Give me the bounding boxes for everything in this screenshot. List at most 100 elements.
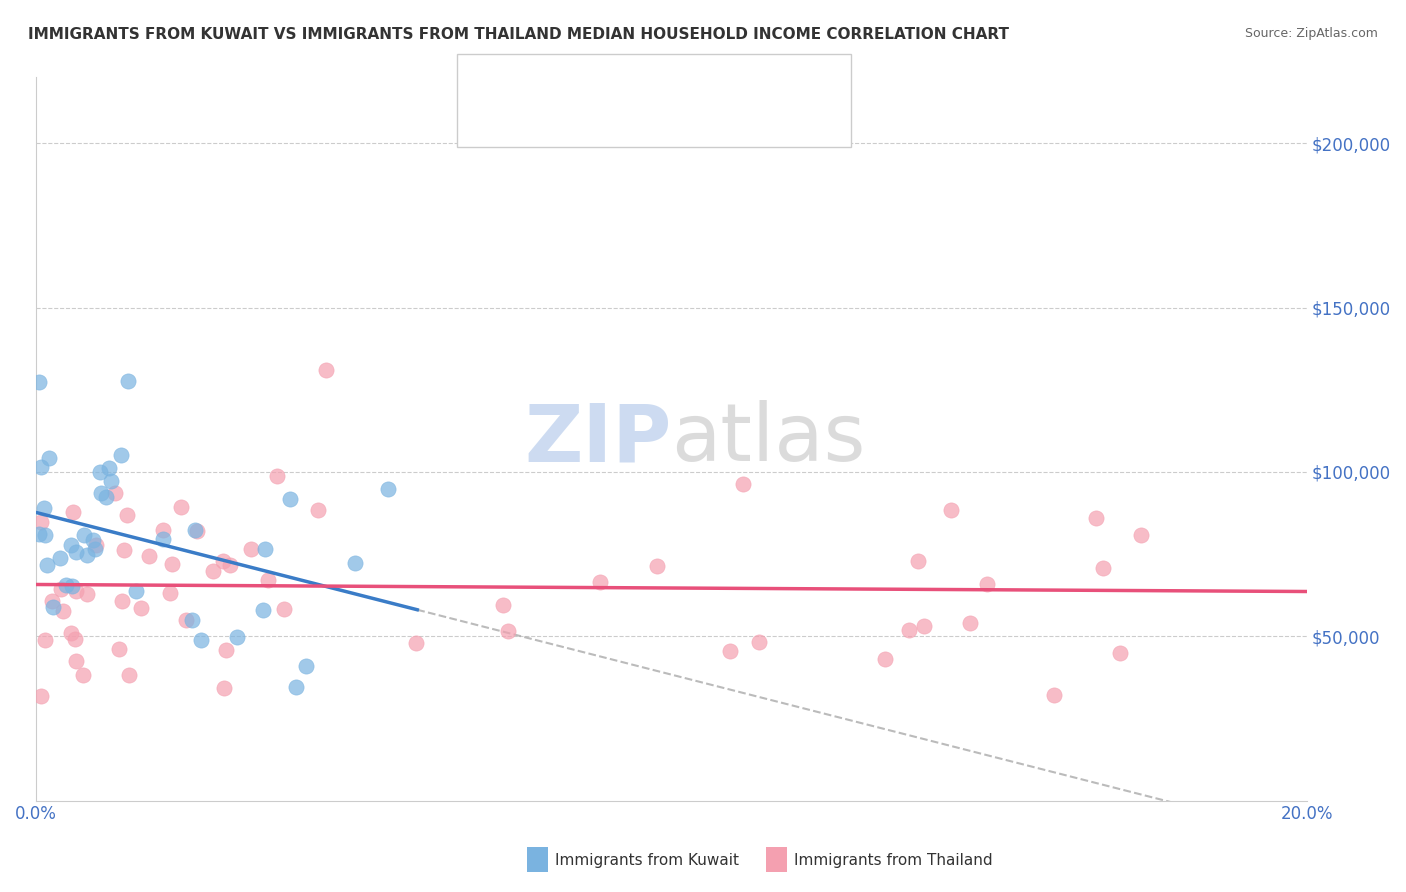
- Point: [1109, 647, 1132, 661]
- Point: [180, 613, 202, 627]
- Point: [159, 586, 181, 600]
- Point: [49, 582, 72, 597]
- Point: [190, 632, 212, 647]
- Point: [215, 643, 238, 657]
- Point: [59, 626, 82, 640]
- Point: [60, 538, 83, 552]
- Point: [97, 460, 120, 475]
- Point: [129, 601, 152, 615]
- Point: [72, 668, 94, 682]
- Point: [976, 577, 998, 591]
- Point: [103, 485, 125, 500]
- Point: [86, 539, 108, 553]
- Point: [90, 486, 112, 500]
- Point: [1130, 527, 1153, 541]
- Point: [1092, 561, 1115, 575]
- Point: [117, 374, 139, 388]
- Point: [83, 541, 105, 556]
- Point: [186, 524, 208, 538]
- Point: [1042, 688, 1064, 702]
- Point: [89, 465, 111, 479]
- Text: R = -0.292   N = 59: R = -0.292 N = 59: [505, 98, 655, 112]
- Point: [280, 491, 302, 506]
- Point: [733, 477, 755, 491]
- Point: [115, 508, 138, 523]
- Point: [875, 652, 897, 666]
- Point: [108, 642, 131, 657]
- Point: [174, 613, 197, 627]
- Text: Source: ZipAtlas.com: Source: ZipAtlas.com: [1244, 27, 1378, 40]
- Point: [907, 554, 929, 568]
- Point: [492, 598, 515, 612]
- Point: [152, 532, 174, 546]
- Point: [496, 624, 519, 638]
- Point: [138, 549, 160, 563]
- Text: R = -0.367   N = 37: R = -0.367 N = 37: [505, 62, 655, 77]
- Point: [226, 631, 249, 645]
- Text: IMMIGRANTS FROM KUWAIT VS IMMIGRANTS FROM THAILAND MEDIAN HOUSEHOLD INCOME CORRE: IMMIGRANTS FROM KUWAIT VS IMMIGRANTS FRO…: [28, 27, 1010, 42]
- Point: [37, 558, 59, 572]
- Point: [55, 578, 77, 592]
- Point: [257, 573, 280, 587]
- Point: [169, 500, 191, 515]
- Point: [377, 482, 399, 496]
- Point: [219, 558, 242, 573]
- Point: [405, 636, 427, 650]
- Point: [295, 658, 318, 673]
- Point: [344, 556, 367, 570]
- Point: [212, 554, 235, 568]
- Point: [96, 491, 118, 505]
- Point: [273, 602, 295, 616]
- Point: [162, 557, 184, 571]
- Point: [941, 503, 963, 517]
- Point: [76, 587, 98, 601]
- Point: [252, 603, 274, 617]
- Point: [62, 505, 84, 519]
- Text: Immigrants from Kuwait: Immigrants from Kuwait: [555, 854, 740, 868]
- Point: [65, 584, 87, 599]
- Point: [588, 574, 610, 589]
- Point: [125, 584, 148, 599]
- Point: [748, 635, 770, 649]
- Point: [28, 527, 51, 541]
- Point: [1085, 511, 1108, 525]
- Point: [38, 450, 60, 465]
- Point: [201, 565, 224, 579]
- Point: [897, 623, 920, 637]
- Point: [959, 616, 981, 631]
- Text: ZIP: ZIP: [524, 400, 672, 478]
- Point: [30, 689, 52, 703]
- Point: [212, 681, 235, 696]
- Text: Immigrants from Thailand: Immigrants from Thailand: [794, 854, 993, 868]
- Point: [41, 593, 63, 607]
- Point: [32, 501, 55, 516]
- Point: [63, 632, 86, 647]
- Point: [65, 545, 87, 559]
- Point: [48, 551, 70, 566]
- Point: [34, 528, 56, 542]
- Point: [82, 533, 104, 547]
- Point: [42, 599, 65, 614]
- Point: [110, 448, 132, 462]
- Point: [284, 680, 307, 694]
- Point: [76, 548, 98, 562]
- Point: [73, 527, 96, 541]
- Point: [718, 644, 741, 658]
- Text: atlas: atlas: [672, 400, 866, 478]
- Point: [254, 542, 277, 557]
- Point: [266, 468, 288, 483]
- Point: [100, 475, 122, 489]
- Point: [647, 558, 669, 573]
- Point: [315, 363, 337, 377]
- Point: [152, 524, 174, 538]
- Point: [111, 594, 134, 608]
- Point: [65, 654, 87, 668]
- Point: [30, 515, 52, 529]
- Point: [62, 578, 84, 592]
- Point: [52, 604, 75, 618]
- Point: [184, 524, 207, 538]
- Point: [34, 633, 56, 648]
- Point: [118, 667, 141, 681]
- Point: [28, 375, 51, 389]
- Point: [30, 460, 52, 475]
